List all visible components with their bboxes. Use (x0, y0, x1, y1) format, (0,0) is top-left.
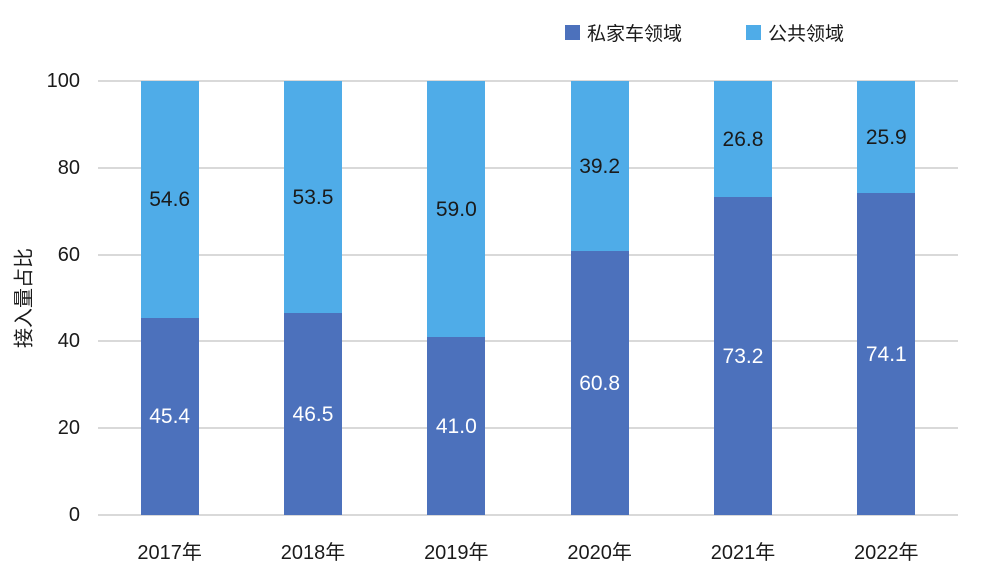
bar-slot: 54.6 45.4 (98, 81, 241, 515)
bar-segment: 39.2 (570, 81, 629, 252)
stacked-bar: 25.9 74.1 (857, 81, 916, 515)
legend-label: 公共领域 (768, 24, 845, 45)
stacked-bar: 59.0 41.0 (427, 81, 486, 515)
x-axis-label: 2018年 (280, 542, 346, 564)
bar-segment: 45.4 (140, 317, 199, 515)
y-tick-label: 80 (57, 156, 80, 179)
y-tick-label: 60 (57, 243, 80, 266)
x-axis-labels: 2017年 2018年 2019年 2020年 2021年 2022年 (98, 536, 958, 565)
stacked-bar: 39.2 60.8 (570, 81, 629, 515)
x-axis-label: 2020年 (567, 542, 632, 564)
bar-segment: 74.1 (857, 193, 916, 515)
bar-slot: 25.9 74.1 (815, 81, 958, 515)
gridline (98, 166, 958, 169)
gridline (98, 514, 958, 516)
stacked-bar: 54.6 45.4 (140, 81, 199, 515)
gridline (98, 80, 958, 82)
legend-item-0: 私家车领域 (565, 19, 682, 46)
bar-slot: 26.8 73.2 (671, 81, 814, 515)
bars-container: 54.6 45.4 53.5 46.5 59.0 41.0 39.2 60.8 26.8 73.2… (98, 81, 958, 515)
stacked-bar: 53.5 46.5 (283, 81, 342, 515)
bar-segment: 25.9 (857, 81, 916, 194)
bar-segment: 60.8 (570, 251, 629, 515)
bar-slot: 39.2 60.8 (528, 81, 671, 515)
y-tick-label: 100 (46, 70, 80, 92)
legend-swatch-icon (565, 25, 580, 40)
bar-slot: 59.0 41.0 (385, 81, 528, 515)
legend-item-1: 公共领域 (746, 19, 844, 46)
bar-segment: 73.2 (713, 197, 772, 515)
plot-area: 54.6 45.4 53.5 46.5 59.0 41.0 39.2 60.8 26.8 73.2… (98, 80, 958, 516)
legend-label: 私家车领域 (587, 24, 683, 45)
bar-segment: 54.6 (140, 81, 199, 318)
x-axis-label: 2021年 (710, 542, 776, 564)
bar-slot: 53.5 46.5 (241, 81, 384, 515)
bar-segment: 46.5 (283, 313, 342, 515)
y-tick-label: 20 (57, 417, 80, 440)
stacked-bar: 26.8 73.2 (713, 81, 772, 515)
bar-segment: 53.5 (283, 81, 342, 314)
legend: 私家车领域 公共领域 (565, 19, 844, 46)
bar-segment: 41.0 (427, 337, 486, 515)
gridline (98, 253, 958, 256)
legend-swatch-icon (746, 25, 762, 40)
y-tick-label: 40 (57, 330, 80, 353)
x-axis-label: 2017年 (137, 542, 202, 564)
x-axis-label: 2019年 (424, 542, 489, 564)
gridline (98, 427, 958, 430)
y-tick-label: 0 (68, 504, 80, 526)
gridline (98, 340, 958, 343)
x-axis-label: 2022年 (854, 542, 919, 564)
y-axis-ticks: 0 20 40 60 80 100 (26, 71, 80, 525)
bar-segment: 59.0 (427, 81, 486, 338)
bar-segment: 26.8 (713, 81, 772, 198)
